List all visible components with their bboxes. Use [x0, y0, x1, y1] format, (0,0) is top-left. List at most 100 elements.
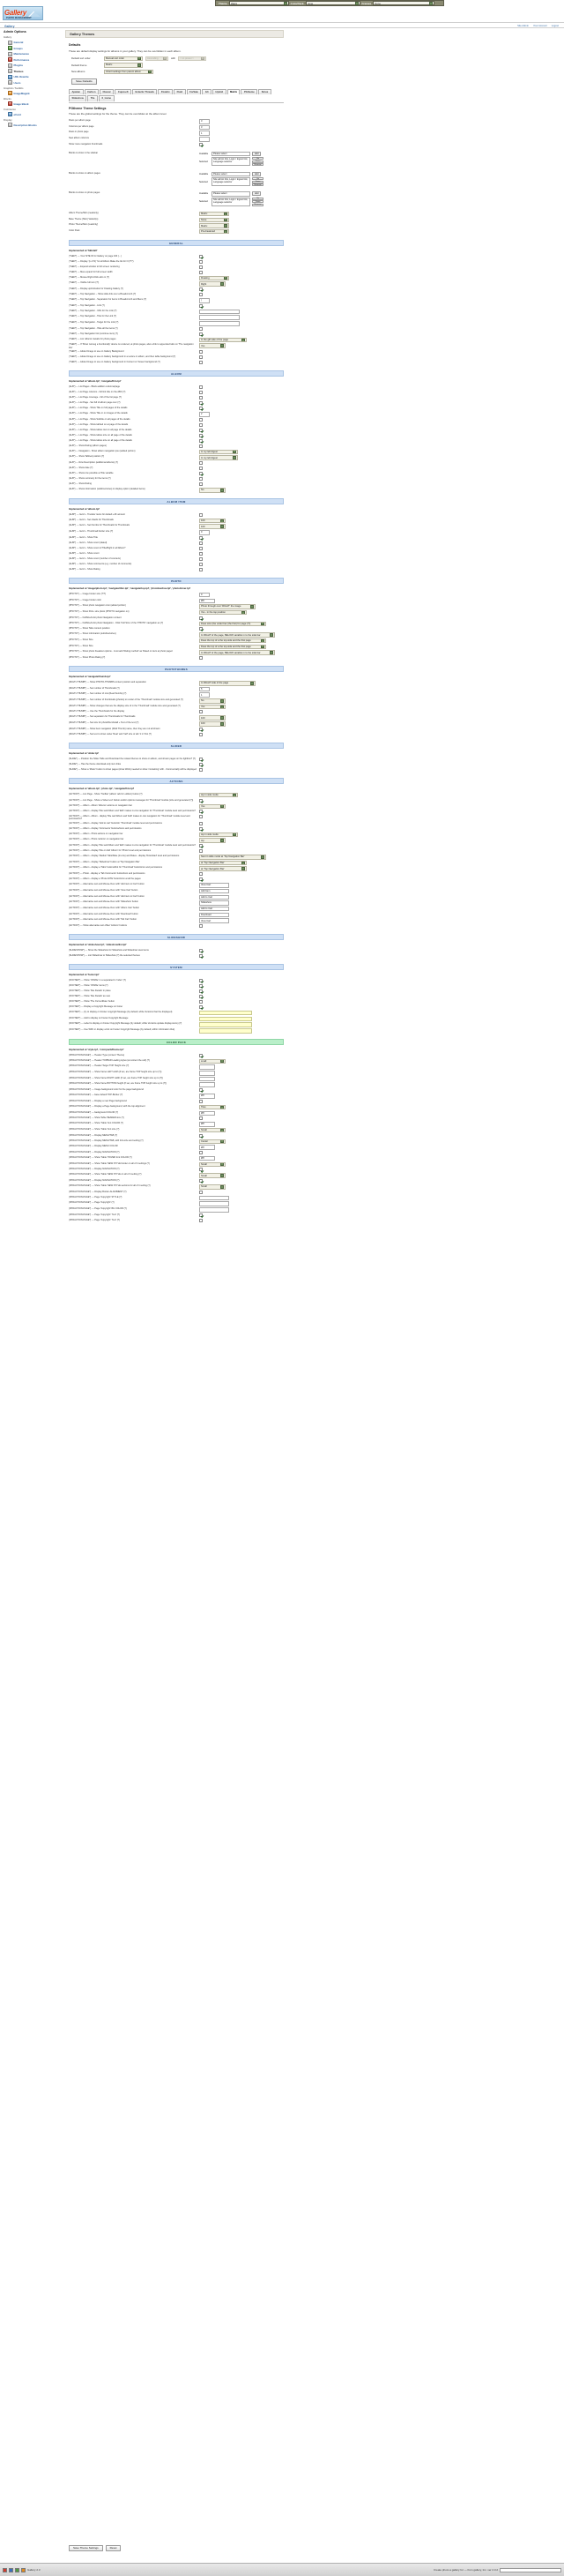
setting-checkbox[interactable] — [199, 477, 203, 482]
setting-checkbox[interactable] — [199, 1116, 203, 1121]
block-picker-available-list[interactable]: Please select — [212, 191, 250, 197]
sidebar-item-maintenance[interactable]: Maintenance — [8, 51, 63, 56]
setting-checkbox[interactable] — [199, 385, 203, 389]
setting-checkbox[interactable] — [199, 1088, 203, 1093]
setting-select[interactable]: In RIGHT of the page, BELOW variable in … — [199, 632, 275, 638]
setting-select[interactable]: Does size (the under bar (the first) for… — [199, 621, 266, 627]
setting-checkbox[interactable] — [199, 551, 203, 556]
default-theme-select[interactable]: Matrix — [104, 63, 143, 68]
setting-text-input[interactable]: 1 — [199, 692, 210, 698]
setting-checkbox[interactable] — [199, 142, 203, 146]
tab-g3[interactable]: G3 — [202, 88, 212, 94]
setting-checkbox[interactable] — [199, 627, 203, 631]
setting-checkbox[interactable] — [199, 978, 203, 982]
colorpack-select[interactable]: None — [305, 1, 360, 5]
sort-direction-select[interactable]: Ascending — [145, 56, 168, 61]
setting-select[interactable]: Matrix — [199, 223, 229, 228]
setting-checkbox[interactable] — [199, 656, 203, 660]
setting-text-input[interactable] — [199, 1195, 229, 1201]
setting-checkbox[interactable] — [199, 417, 203, 422]
setting-checkbox[interactable] — [199, 989, 203, 993]
setting-checkbox[interactable] — [199, 948, 203, 952]
tab-forsale[interactable]: ForSale — [186, 88, 202, 94]
setting-text-input[interactable]: #fff — [199, 1155, 215, 1161]
setting-checkbox[interactable] — [199, 562, 203, 566]
setting-checkbox[interactable] — [199, 407, 203, 410]
setting-checkbox[interactable] — [199, 438, 203, 443]
setting-text-input[interactable] — [199, 1022, 252, 1027]
setting-checkbox[interactable] — [199, 999, 203, 1004]
setting-select[interactable]: No — [199, 488, 226, 493]
theme-select[interactable]: Matrix — [228, 1, 289, 5]
tab-cupsleft[interactable]: CupsLeft — [115, 88, 132, 94]
tab-siriux[interactable]: Siriux — [258, 88, 271, 94]
setting-text-input[interactable]: 5 — [199, 686, 210, 692]
setting-checkbox[interactable] — [199, 1004, 203, 1009]
sidebar-item-plugins[interactable]: Plugins — [8, 63, 63, 68]
setting-checkbox[interactable] — [199, 1168, 203, 1172]
setting-checkbox[interactable] — [199, 567, 203, 571]
setting-checkbox[interactable] — [199, 467, 203, 471]
setting-checkbox[interactable] — [199, 1213, 203, 1217]
setting-text-input[interactable] — [199, 1201, 229, 1206]
setting-select[interactable]: Pre-Featured — [199, 228, 229, 235]
setting-checkbox[interactable] — [199, 983, 203, 988]
setting-text-input[interactable]: 3 — [199, 124, 210, 131]
block-add-button[interactable]: Add — [252, 152, 262, 157]
setting-select[interactable]: Right — [199, 281, 226, 287]
setting-text-input[interactable] — [199, 1010, 252, 1016]
block-picker-available-list[interactable]: Please select — [212, 151, 250, 157]
tab-slideshow[interactable]: Slideshow — [69, 95, 87, 101]
setting-text-input[interactable] — [199, 315, 240, 320]
setting-checkbox[interactable] — [199, 391, 203, 394]
setting-checkbox[interactable] — [199, 1218, 203, 1222]
sidebar-item-themes[interactable]: Themes — [8, 69, 63, 74]
block-up-button[interactable]: Up — [252, 157, 264, 161]
tab-tile[interactable]: Tile — [87, 95, 98, 101]
setting-text-input[interactable] — [199, 1082, 215, 1087]
tab-floatrix[interactable]: Floatrix — [158, 88, 174, 94]
setting-select[interactable]: Yes - in the top position — [199, 609, 247, 616]
setting-checkbox[interactable] — [199, 767, 203, 772]
link-logout[interactable]: Logout — [551, 25, 559, 27]
setting-checkbox[interactable] — [199, 287, 203, 292]
setting-text-input[interactable] — [199, 137, 210, 142]
setting-select[interactable]: 100 — [199, 518, 226, 524]
setting-text-input[interactable]: 3 — [199, 119, 210, 124]
setting-text-input[interactable]: Add to Cart — [199, 894, 229, 900]
block-picker-selected-list[interactable]: Site admin link, Login / logout link, La… — [212, 177, 250, 187]
setting-text-input[interactable]: Download — [199, 912, 229, 918]
setting-checkbox[interactable] — [199, 727, 203, 731]
new-albums-select[interactable]: Inherit settings from parent album — [104, 69, 153, 74]
setting-select[interactable]: Floating — [199, 275, 229, 281]
setting-checkbox[interactable] — [199, 546, 203, 550]
setting-text-input[interactable] — [199, 1071, 215, 1076]
setting-checkbox[interactable] — [199, 254, 203, 258]
setting-text-input[interactable]: #fff — [199, 1145, 215, 1150]
sidebar-item-users[interactable]: Users — [8, 80, 63, 86]
block-remove-button[interactable]: Remove — [252, 203, 264, 206]
setting-checkbox[interactable] — [199, 994, 203, 998]
default-sort-order-select[interactable]: Manual sort order — [104, 56, 143, 61]
block-remove-button[interactable]: Remove — [252, 163, 264, 167]
sidebar-item-image-block[interactable]: Image Block — [8, 101, 63, 107]
setting-checkbox[interactable] — [199, 877, 203, 882]
setting-text-input[interactable] — [199, 321, 240, 326]
setting-checkbox[interactable] — [199, 710, 203, 714]
setting-checkbox[interactable] — [199, 332, 203, 336]
tab-fluid[interactable]: Fluid — [174, 88, 186, 94]
block-remove-button[interactable]: Remove — [252, 183, 264, 187]
setting-select[interactable]: In RIGHT of the page, BELOW variable in … — [199, 650, 275, 655]
frames-select[interactable]: None — [373, 1, 435, 5]
setting-select[interactable]: Yes — [199, 704, 226, 710]
block-down-button[interactable]: Down — [252, 200, 264, 204]
save-defaults-button[interactable]: Save Defaults — [71, 78, 97, 85]
setting-select[interactable]: top in side mode — [199, 832, 238, 838]
setting-checkbox[interactable] — [199, 265, 203, 269]
setting-text-input[interactable]: Add to Cart — [199, 906, 229, 912]
setting-checkbox[interactable] — [199, 396, 203, 399]
setting-checkbox[interactable] — [199, 815, 203, 819]
setting-checkbox[interactable] — [199, 428, 203, 432]
setting-select[interactable]: at 'Top Navigation Bar' — [199, 860, 247, 866]
setting-checkbox[interactable] — [199, 326, 203, 331]
